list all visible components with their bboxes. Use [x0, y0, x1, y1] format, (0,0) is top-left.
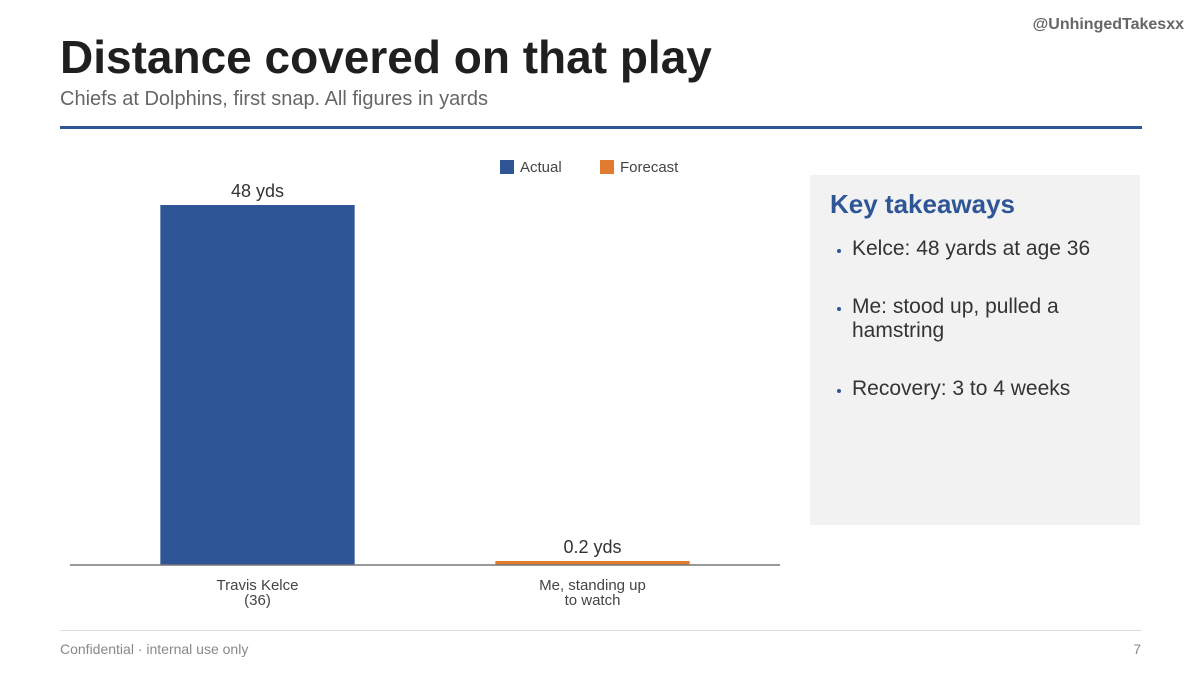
takeaway: Recovery: 3 to 4 weeks — [852, 377, 1142, 401]
takeaway: Me: stood up, pulled a hamstring — [852, 295, 1142, 343]
legend-label: Forecast — [620, 159, 679, 176]
value-label: 48 yds — [231, 181, 284, 201]
value-label: 0.2 yds — [563, 537, 621, 557]
bar — [495, 561, 690, 565]
takeaways-panel: Key takeaways Kelce: 48 yards at age 36 M… — [810, 175, 1140, 525]
x-tick-label: Travis Kelce (36) — [216, 577, 299, 609]
bar — [160, 205, 355, 565]
subtitle: Chiefs at Dolphins, first snap. All figu… — [60, 88, 488, 110]
legend-swatch — [500, 160, 514, 174]
legend-label: Actual — [520, 159, 562, 176]
x-tick-label: Me, standing up to watch — [539, 577, 646, 609]
takeaway: Kelce: 48 yards at age 36 — [852, 237, 1142, 261]
footer-text: Confidential · internal use only — [60, 641, 249, 657]
legend-swatch — [600, 160, 614, 174]
rule — [60, 126, 1142, 129]
takeaways-list: Kelce: 48 yards at age 36 Me: stood up, p… — [830, 237, 1142, 435]
title: Distance covered on that play — [60, 31, 712, 83]
handle: @UnhingedTakesxx — [1032, 16, 1184, 33]
chart: Actual Forecast 48 yds 0.2 yds — [70, 159, 780, 566]
footer-rule — [60, 630, 1142, 631]
takeaways-title: Key takeaways — [830, 189, 1016, 219]
page-number: 7 — [1133, 641, 1141, 657]
